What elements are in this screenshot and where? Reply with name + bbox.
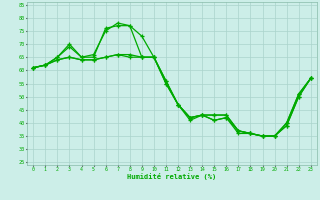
X-axis label: Humidité relative (%): Humidité relative (%) xyxy=(127,173,217,180)
